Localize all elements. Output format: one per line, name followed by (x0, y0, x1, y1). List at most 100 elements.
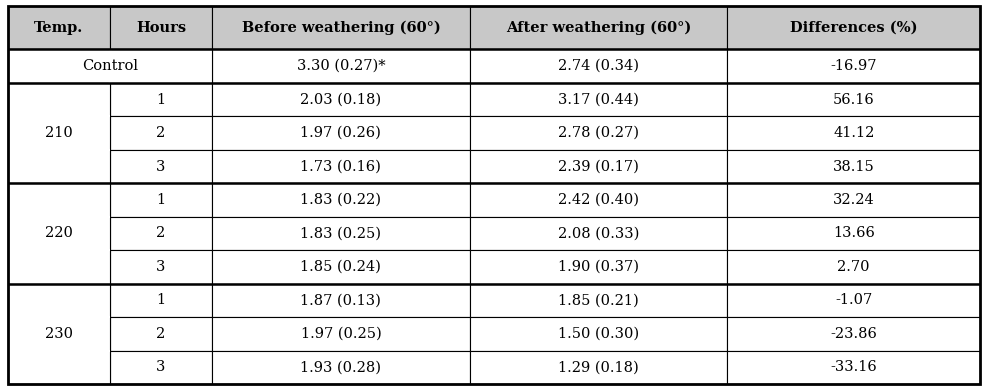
Bar (469, 250, 727, 284)
Text: 1.90 (0.37): 1.90 (0.37) (558, 260, 639, 274)
Bar (8, 116, 110, 150)
Bar (110, 217, 212, 250)
Bar (727, 183, 980, 217)
Text: Hours: Hours (136, 21, 186, 35)
Bar (212, 116, 469, 150)
Bar (212, 50, 469, 83)
Text: 1.73 (0.16): 1.73 (0.16) (300, 160, 381, 174)
Text: 220: 220 (45, 227, 73, 241)
Bar (212, 351, 469, 384)
Text: 38.15: 38.15 (833, 160, 874, 174)
Bar (110, 317, 212, 351)
Bar (727, 284, 980, 317)
Text: 2: 2 (156, 126, 166, 140)
Text: -1.07: -1.07 (835, 293, 872, 307)
Text: -33.16: -33.16 (830, 360, 877, 374)
Text: 3.17 (0.44): 3.17 (0.44) (558, 92, 639, 106)
Bar (110, 116, 212, 150)
Bar (469, 6, 727, 50)
Bar (212, 183, 469, 217)
Bar (469, 317, 727, 351)
Bar (469, 83, 727, 116)
Text: Temp.: Temp. (35, 21, 84, 35)
Bar (469, 217, 727, 250)
Text: Differences (%): Differences (%) (790, 21, 918, 35)
Text: 1.29 (0.18): 1.29 (0.18) (558, 360, 639, 374)
Bar (110, 83, 212, 116)
Text: 2.42 (0.40): 2.42 (0.40) (558, 193, 639, 207)
Text: 3: 3 (156, 160, 166, 174)
Bar (8, 50, 110, 83)
Text: 2.03 (0.18): 2.03 (0.18) (300, 92, 381, 106)
Text: 13.66: 13.66 (833, 227, 874, 241)
Bar (8, 183, 110, 217)
Bar (212, 6, 469, 50)
Bar (8, 284, 110, 384)
Bar (110, 250, 212, 284)
Text: 2.70: 2.70 (838, 260, 870, 274)
Bar (727, 250, 980, 284)
Bar (727, 317, 980, 351)
Bar (469, 116, 727, 150)
Bar (212, 284, 469, 317)
Bar (469, 351, 727, 384)
Text: 1.85 (0.24): 1.85 (0.24) (300, 260, 381, 274)
Bar (212, 217, 469, 250)
Text: 1.87 (0.13): 1.87 (0.13) (300, 293, 381, 307)
Bar (727, 150, 980, 183)
Text: 41.12: 41.12 (833, 126, 874, 140)
Text: 1: 1 (156, 92, 166, 106)
Bar (469, 284, 727, 317)
Bar (110, 351, 212, 384)
Bar (8, 317, 110, 351)
Text: 2.78 (0.27): 2.78 (0.27) (558, 126, 639, 140)
Bar (8, 351, 110, 384)
Bar (469, 150, 727, 183)
Text: 210: 210 (45, 126, 73, 140)
Bar (727, 116, 980, 150)
Bar (8, 183, 110, 284)
Text: 230: 230 (44, 327, 73, 341)
Bar (8, 284, 110, 317)
Text: 2.74 (0.34): 2.74 (0.34) (558, 59, 639, 73)
Bar (110, 6, 212, 50)
Bar (469, 50, 727, 83)
Bar (727, 83, 980, 116)
Text: 1.97 (0.26): 1.97 (0.26) (300, 126, 381, 140)
Text: Before weathering (60°): Before weathering (60°) (241, 20, 441, 35)
Text: 2: 2 (156, 327, 166, 341)
Text: 1.85 (0.21): 1.85 (0.21) (558, 293, 639, 307)
Text: 2: 2 (156, 227, 166, 241)
Bar (212, 250, 469, 284)
Text: 1.50 (0.30): 1.50 (0.30) (558, 327, 639, 341)
Bar (110, 50, 212, 83)
Bar (8, 50, 212, 83)
Bar (727, 217, 980, 250)
Bar (8, 83, 110, 116)
Bar (212, 317, 469, 351)
Text: -23.86: -23.86 (830, 327, 877, 341)
Text: 32.24: 32.24 (833, 193, 874, 207)
Bar (8, 6, 110, 50)
Bar (469, 183, 727, 217)
Text: 2.08 (0.33): 2.08 (0.33) (558, 227, 639, 241)
Bar (8, 83, 110, 183)
Text: Control: Control (82, 59, 138, 73)
Bar (212, 83, 469, 116)
Text: -16.97: -16.97 (831, 59, 877, 73)
Text: 3: 3 (156, 260, 166, 274)
Text: 3: 3 (156, 360, 166, 374)
Text: After weathering (60°): After weathering (60°) (506, 20, 692, 35)
Bar (212, 150, 469, 183)
Text: 1: 1 (156, 293, 166, 307)
Text: 1.97 (0.25): 1.97 (0.25) (300, 327, 381, 341)
Bar (8, 217, 110, 250)
Bar (8, 250, 110, 284)
Bar (727, 50, 980, 83)
Text: 2.39 (0.17): 2.39 (0.17) (558, 160, 639, 174)
Bar (8, 150, 110, 183)
Text: 1.83 (0.22): 1.83 (0.22) (300, 193, 381, 207)
Text: 3.30 (0.27)*: 3.30 (0.27)* (296, 59, 385, 73)
Text: 56.16: 56.16 (833, 92, 874, 106)
Bar (110, 150, 212, 183)
